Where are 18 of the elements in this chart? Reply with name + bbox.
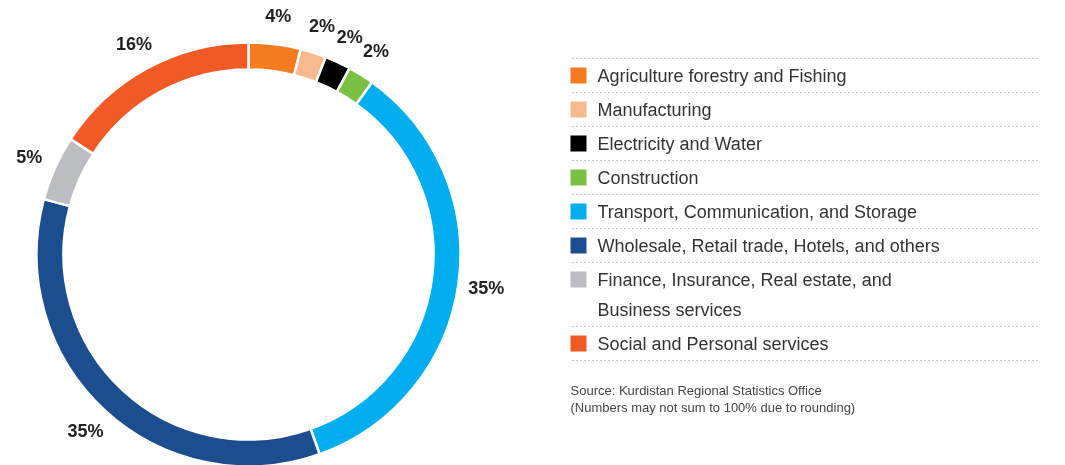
data-label: 4% (265, 6, 292, 27)
data-label: 2% (336, 26, 363, 47)
data-label: 35% (468, 277, 505, 298)
data-label: 2% (308, 16, 335, 37)
legend-label: Construction (597, 167, 699, 188)
legend-label: Agriculture forestry and Fishing (597, 65, 847, 86)
source-note: Source: Kurdistan Regional Statistics Office (570, 383, 822, 398)
legend-label: Finance, Insurance, Real estate, and Business services (597, 269, 892, 320)
legend-label: Electricity and Water (597, 133, 762, 154)
data-label: 2% (362, 41, 389, 62)
legend-label: Social and Personal services (597, 333, 829, 354)
data-label: 35% (67, 420, 104, 441)
data-label: 5% (16, 146, 43, 167)
data-label: 16% (115, 33, 152, 54)
text: (Numbers may not sum to 100% due to rounding) (570, 400, 856, 415)
legend-label: Manufacturing (597, 99, 712, 120)
legend-label: Transport, Communication, and Storage (597, 201, 917, 222)
legend-label: Wholesale, Retail trade, Hotels, and others (597, 235, 940, 256)
